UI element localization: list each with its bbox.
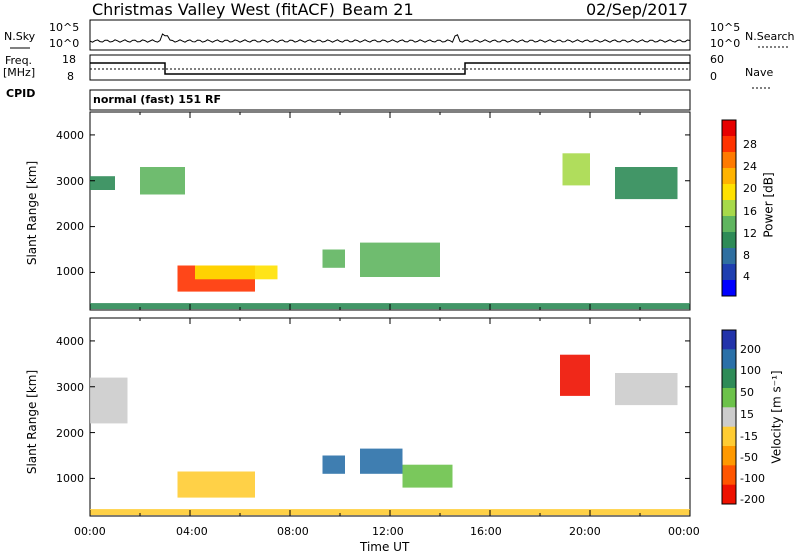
- power-ytick-1000: 1000: [56, 265, 84, 278]
- station-title: Christmas Valley West (fitACF): [92, 0, 335, 19]
- freq-tick-low: 8: [67, 70, 74, 83]
- xtick-2000: 20:00: [569, 525, 601, 538]
- xtick-0400: 04:00: [176, 525, 208, 538]
- cpid-panel-frame: [89, 89, 691, 111]
- noise-panel-frame: [89, 19, 691, 51]
- xtick-0000: 00:00: [74, 525, 106, 538]
- power-cbar-tick-16: 16: [743, 205, 757, 218]
- nsearch-label: N.Search: [745, 30, 795, 43]
- velocity-colorbar-swatch: [722, 368, 736, 389]
- noise-sky-trace: [89, 33, 691, 43]
- velocity-cbar-tick-15: 15: [740, 408, 754, 421]
- power-scatter-region: [90, 176, 115, 190]
- xtick-0800: 08:00: [277, 525, 309, 538]
- freq-tick-high: 18: [62, 53, 76, 66]
- date-label: 02/Sep/2017: [586, 0, 689, 19]
- power-colorbar-swatch: [722, 136, 736, 153]
- power-cbar-tick-12: 12: [743, 227, 757, 240]
- velocity-scatter-region: [90, 377, 128, 424]
- velocity-cbar-tick-neg200: -200: [740, 493, 765, 506]
- velocity-cbar-tick-100: 100: [740, 364, 761, 377]
- power-colorbar-swatch: [722, 184, 736, 201]
- xtick-2400: 00:00: [668, 525, 700, 538]
- nave-tick-high: 60: [710, 53, 724, 66]
- power-cbar-tick-4: 4: [743, 270, 750, 283]
- velocity-colorbar-frame: [721, 329, 737, 505]
- power-colorbar-swatch: [722, 120, 736, 137]
- power-scatter-region: [615, 167, 678, 200]
- freq-panel-frame: [89, 54, 691, 81]
- velocity-cbar-tick-neg100: -100: [740, 472, 765, 485]
- power-ytick-2000: 2000: [56, 220, 84, 233]
- velocity-scatter-region: [360, 448, 403, 474]
- velocity-colorbar-swatch: [722, 349, 736, 370]
- velocity-scatter-region: [402, 464, 453, 488]
- velocity-colorbar-swatch: [722, 426, 736, 447]
- velocity-colorbar-swatch: [722, 465, 736, 486]
- velocity-scatter-region: [177, 471, 255, 498]
- velocity-ytick-1000: 1000: [56, 472, 84, 485]
- power-colorbar-swatch: [722, 280, 736, 297]
- power-cbar-tick-20: 20: [743, 182, 757, 195]
- power-colorbar-swatch: [722, 152, 736, 169]
- velocity-ytick-4000: 4000: [56, 335, 84, 348]
- power-scatter-region: [322, 249, 345, 268]
- velocity-colorbar-swatch: [722, 446, 736, 466]
- power-scatter-region: [360, 242, 440, 277]
- cpid-label: CPID: [6, 87, 36, 100]
- velocity-colorbar-swatch: [722, 388, 736, 408]
- frequency-trace: [90, 62, 690, 75]
- power-ytick-3000: 3000: [56, 175, 84, 188]
- velocity-ytick-3000: 3000: [56, 381, 84, 394]
- velocity-scatter-region: [560, 354, 590, 396]
- power-colorbar-swatch: [722, 264, 736, 281]
- nave-label: Nave: [745, 66, 774, 79]
- power-cbar-tick-28: 28: [743, 138, 757, 151]
- velocity-cbar-tick-200: 200: [740, 343, 761, 356]
- velocity-colorbar-swatch: [722, 330, 736, 350]
- velocity-colorbar-swatch: [722, 484, 736, 505]
- power-ytick-4000: 4000: [56, 129, 84, 142]
- noise-tick-high-left: 10^5: [49, 21, 80, 34]
- velocity-scatter-region: [615, 373, 678, 406]
- velocity-cbar-tick-50: 50: [740, 386, 754, 399]
- xtick-1200: 12:00: [372, 525, 404, 538]
- velocity-cbar-tick-neg50: -50: [740, 451, 758, 464]
- power-colorbar-frame: [721, 119, 737, 297]
- velocity-cbar-tick-neg15: -15: [740, 430, 758, 443]
- power-cbar-tick-24: 24: [743, 160, 757, 173]
- velocity-ytick-2000: 2000: [56, 427, 84, 440]
- cpid-value: normal (fast) 151 RF: [93, 93, 221, 106]
- power-colorbar-swatch: [722, 200, 736, 217]
- noise-tick-low-left: 10^0: [49, 37, 80, 50]
- freq-label: Freq.: [5, 54, 33, 67]
- power-colorbar-swatch: [722, 216, 736, 233]
- power-scatter-region: [140, 167, 185, 195]
- nave-tick-low: 0: [710, 70, 717, 83]
- power-colorbar-swatch: [722, 248, 736, 265]
- xtick-1600: 16:00: [470, 525, 502, 538]
- xlabel: Time UT: [360, 540, 410, 554]
- power-cbar-tick-8: 8: [743, 249, 750, 262]
- velocity-scatter-region: [322, 455, 345, 474]
- power-scatter-region: [195, 265, 278, 280]
- nsky-label: N.Sky: [4, 30, 36, 43]
- power-scatter-region: [562, 153, 590, 186]
- power-colorbar-swatch: [722, 232, 736, 249]
- velocity-colorbar-swatch: [722, 407, 736, 428]
- freq-unit-label: [MHz]: [3, 66, 36, 79]
- noise-tick-low-right: 10^0: [710, 37, 741, 50]
- beam-label: Beam 21: [342, 0, 414, 19]
- noise-tick-high-right: 10^5: [710, 21, 741, 34]
- power-colorbar-swatch: [722, 168, 736, 185]
